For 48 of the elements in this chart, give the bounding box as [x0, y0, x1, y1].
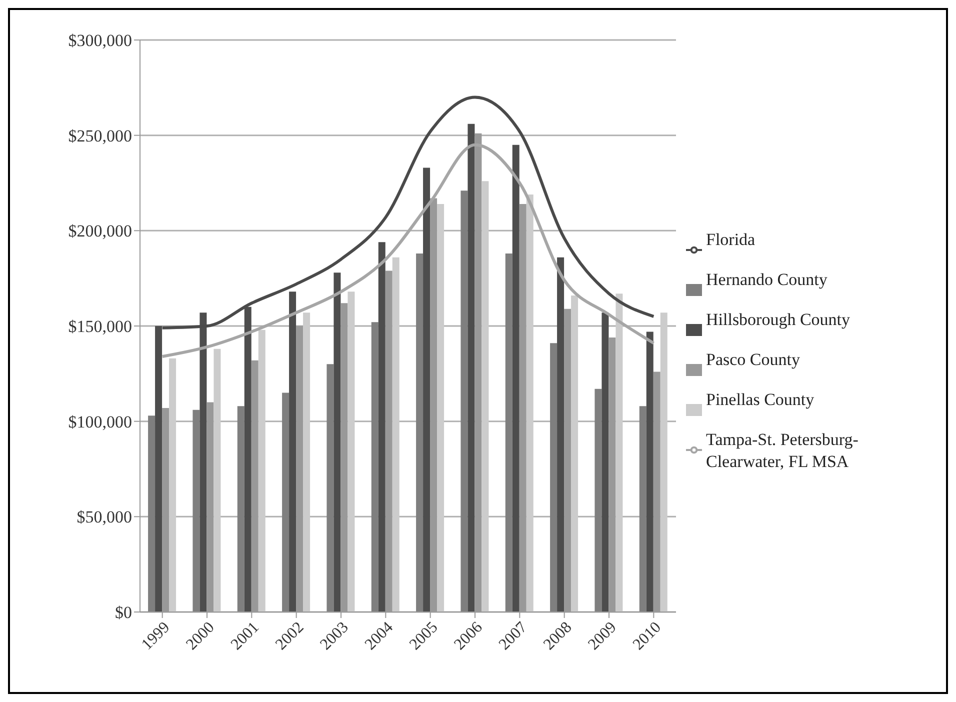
- bar: [468, 124, 475, 612]
- y-tick-label: $0: [115, 603, 132, 622]
- legend-label: Hillsborough County: [706, 309, 850, 331]
- bar: [526, 194, 534, 612]
- bar: [192, 410, 200, 612]
- bar: [289, 292, 296, 612]
- x-tick-label: 2001: [228, 618, 263, 654]
- bar: [169, 358, 176, 612]
- legend-label: Hernando County: [706, 269, 828, 291]
- bar: [416, 254, 424, 612]
- bar: [282, 392, 290, 612]
- bar: [423, 168, 430, 612]
- bar: [505, 254, 512, 612]
- bar: [646, 332, 654, 612]
- bar: [550, 343, 558, 612]
- bar: [437, 204, 444, 612]
- bar: [660, 312, 668, 612]
- y-tick-label: $250,000: [68, 126, 132, 146]
- bar: [460, 190, 468, 612]
- bar: [639, 406, 646, 612]
- bar: [348, 292, 355, 612]
- bar: [482, 181, 489, 612]
- y-tick-label: $300,000: [68, 31, 132, 50]
- y-tick-label: $150,000: [68, 317, 132, 336]
- y-tick-label: $200,000: [68, 222, 132, 241]
- bar: [258, 330, 266, 612]
- bar: [616, 294, 623, 612]
- bar: [237, 406, 244, 612]
- bar: [602, 312, 609, 612]
- bar: [557, 257, 564, 612]
- y-tick-label: $100,000: [68, 412, 132, 432]
- y-tick-label: $50,000: [76, 508, 132, 527]
- bar: [512, 144, 520, 612]
- legend-label: Pasco County: [706, 349, 800, 371]
- bar: [214, 348, 221, 612]
- legend-label: Pinellas County: [706, 389, 814, 411]
- bar: [378, 242, 386, 612]
- bar: [371, 322, 378, 612]
- bar: [571, 295, 578, 612]
- legend-label: Florida: [706, 229, 756, 251]
- legend-label: Tampa-St. Petersburg-Clearwater, FL MSA: [706, 429, 860, 473]
- bar: [334, 272, 341, 612]
- bar: [148, 416, 156, 612]
- bar: [303, 312, 310, 612]
- bar: [392, 257, 400, 612]
- x-tick-label: 1999: [138, 618, 174, 654]
- bar: [594, 388, 602, 612]
- bar: [326, 364, 334, 612]
